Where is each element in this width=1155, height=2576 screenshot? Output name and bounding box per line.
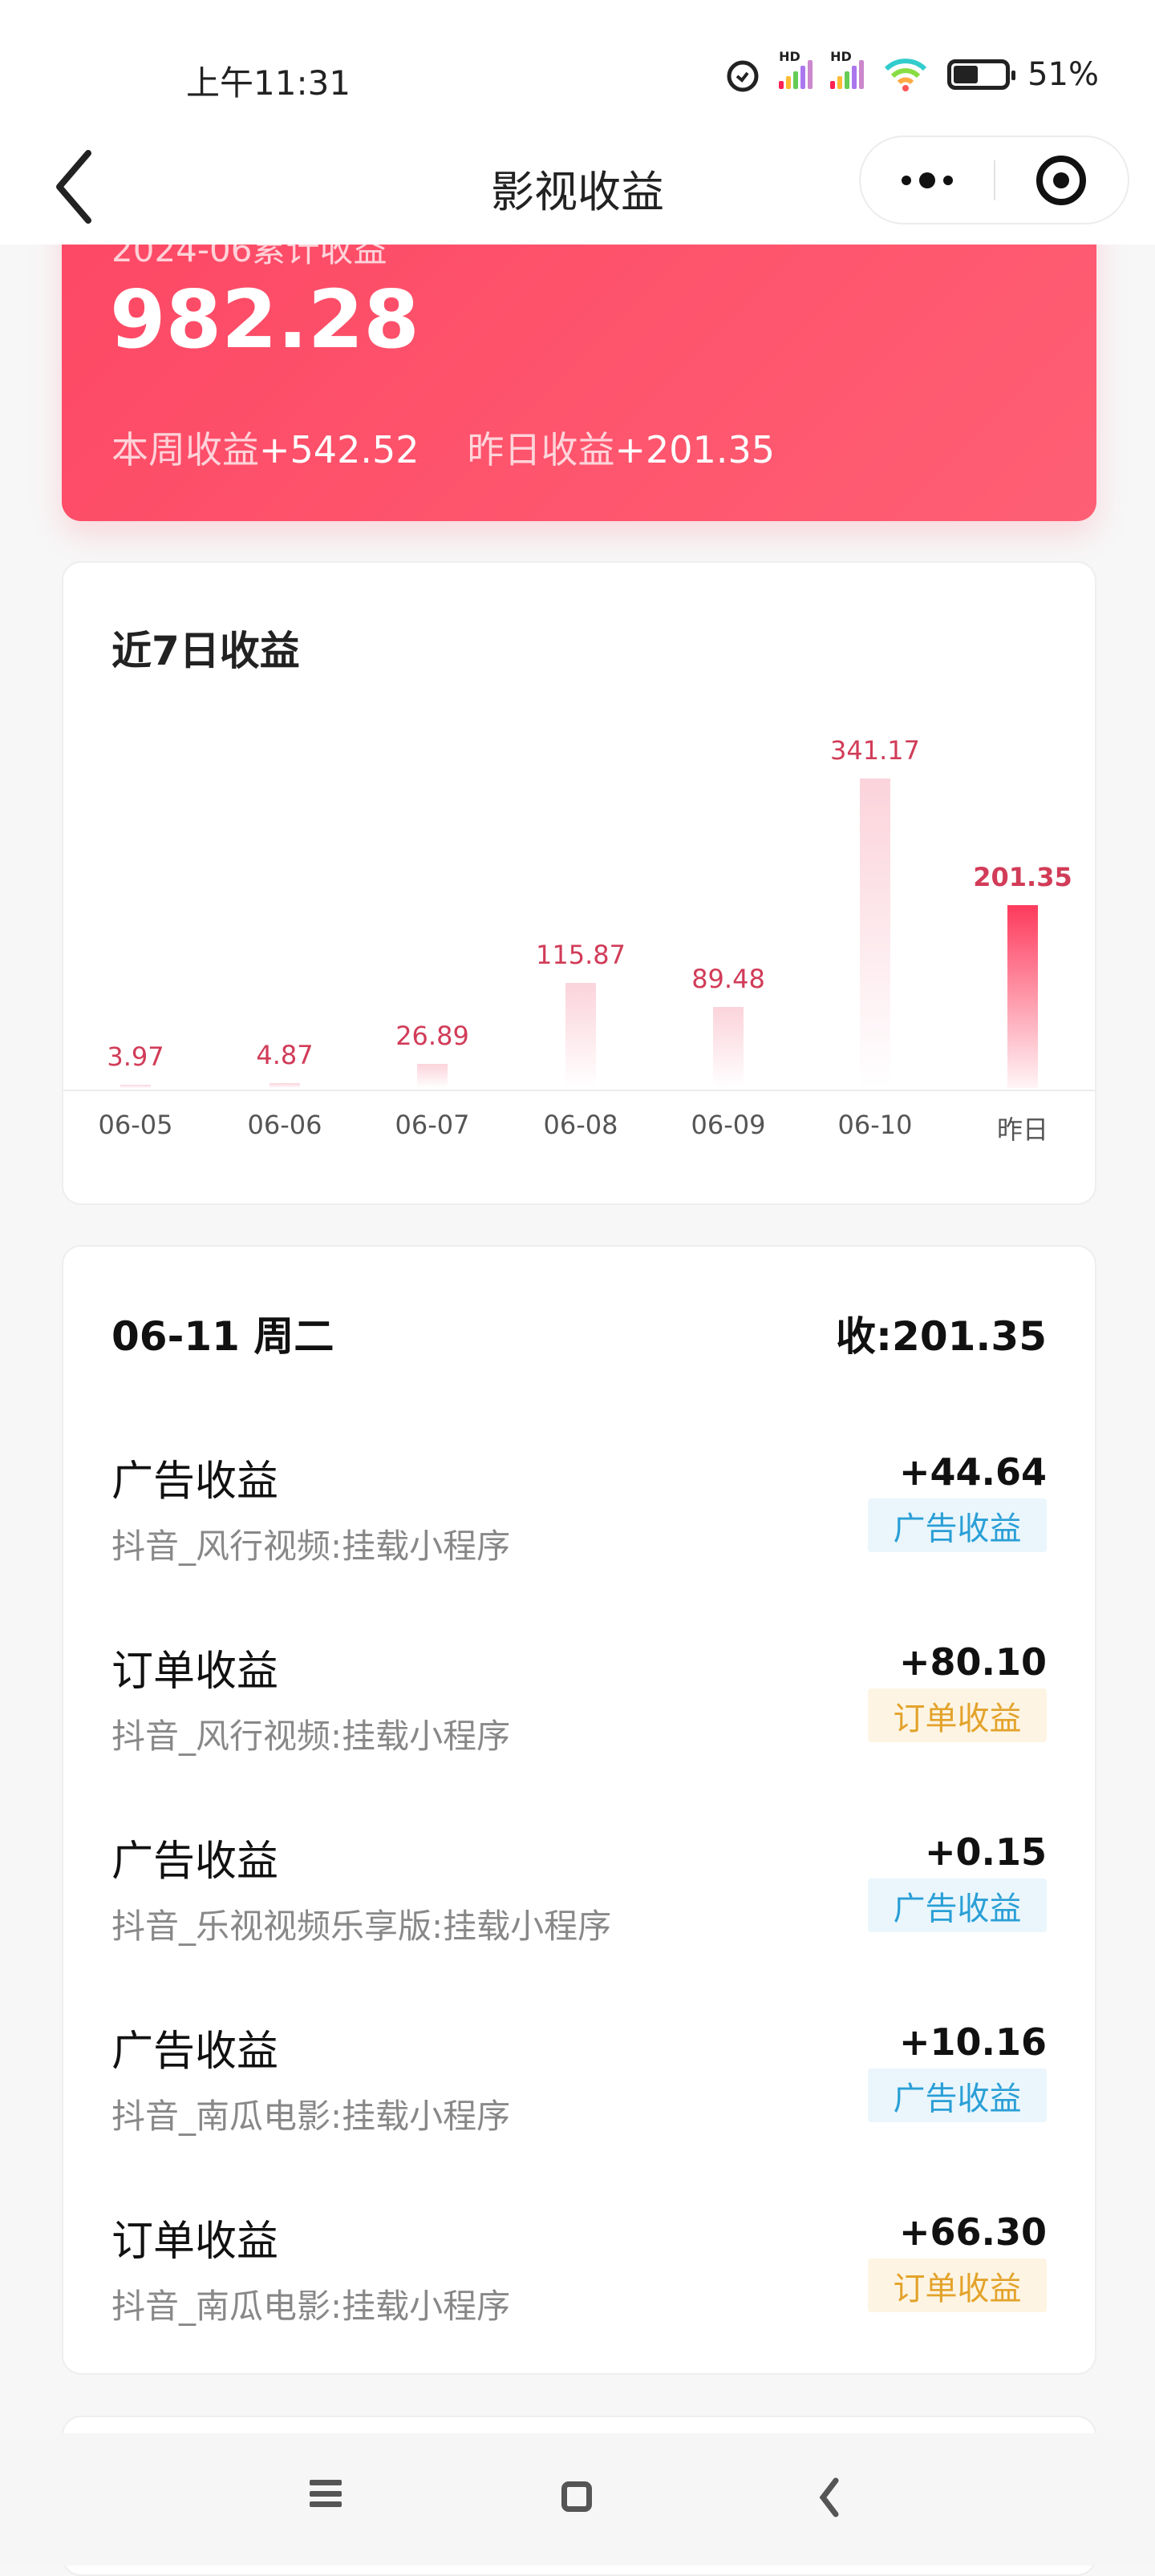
earning-item[interactable]: 订单收益 +80.10 抖音_风行视频:挂载小程序 订单收益 xyxy=(111,1637,1047,1798)
chart-bar xyxy=(565,982,596,1088)
item-amount: +0.15 xyxy=(924,1830,1047,1874)
signal-icon-2: HD xyxy=(830,49,865,89)
bar-value-label: 4.87 xyxy=(256,1040,314,1071)
item-tag-badge: 广告收益 xyxy=(868,1498,1047,1552)
item-amount: +10.16 xyxy=(898,2020,1047,2064)
detail-date: 06-11 周二 xyxy=(111,1313,334,1360)
battery-icon xyxy=(947,59,1016,90)
home-icon[interactable] xyxy=(561,2481,592,2512)
item-title: 订单收益 xyxy=(111,1648,279,1696)
alarm-icon xyxy=(727,60,759,92)
summary-total: 982.28 xyxy=(110,273,419,366)
item-amount: +80.10 xyxy=(898,1640,1047,1684)
item-tag-badge: 订单收益 xyxy=(868,1688,1047,1742)
earning-item[interactable]: 广告收益 +0.15 抖音_乐视视频乐享版:挂载小程序 广告收益 xyxy=(111,1827,1047,1988)
item-source: 抖音_风行视频:挂载小程序 xyxy=(111,1527,511,1566)
bar-value-label: 115.87 xyxy=(536,939,626,970)
bar-value-label: 201.35 xyxy=(973,862,1072,893)
week-earnings: 本周收益+542.52 xyxy=(111,428,419,471)
x-axis-label: 06-10 xyxy=(837,1110,913,1140)
chart-bar xyxy=(860,778,890,1088)
x-axis-label: 06-08 xyxy=(543,1110,618,1140)
bar-value-label: 89.48 xyxy=(691,963,765,994)
x-axis-label: 06-09 xyxy=(691,1110,766,1140)
summary-sub: 本周收益+542.52 昨日收益+201.35 xyxy=(111,421,775,474)
yesterday-earnings: 昨日收益+201.35 xyxy=(467,428,776,471)
system-back-icon[interactable] xyxy=(817,2477,841,2517)
chart-bar xyxy=(270,1083,300,1088)
signal-icon-1: HD xyxy=(779,49,813,89)
item-source: 抖音_乐视视频乐享版:挂载小程序 xyxy=(111,1907,612,1946)
close-miniprogram-button[interactable] xyxy=(995,137,1129,223)
item-title: 广告收益 xyxy=(111,2028,279,2076)
bar-value-label: 341.17 xyxy=(830,735,920,766)
more-icon xyxy=(901,172,953,188)
chart-bar xyxy=(713,1006,744,1088)
chart-baseline xyxy=(63,1090,1095,1091)
item-amount: +44.64 xyxy=(898,1450,1047,1494)
chart-title: 近7日收益 xyxy=(111,628,300,674)
detail-total: 收:201.35 xyxy=(836,1313,1047,1360)
earning-item[interactable]: 订单收益 +66.30 抖音_南瓜电影:挂载小程序 订单收益 xyxy=(111,2207,1047,2368)
nav-bar: 影视收益 xyxy=(0,132,1155,245)
status-bar: 上午11:31 HD HD 51% xyxy=(0,0,1155,132)
item-amount: +66.30 xyxy=(898,2210,1047,2254)
system-nav-bar xyxy=(0,2433,1155,2566)
back-icon[interactable] xyxy=(50,147,98,227)
earning-item[interactable]: 广告收益 +44.64 抖音_风行视频:挂载小程序 广告收益 xyxy=(111,1447,1047,1607)
status-icons: HD HD 51% xyxy=(724,49,1099,93)
menu-icon[interactable] xyxy=(310,2480,342,2507)
battery-percent: 51% xyxy=(1027,56,1099,93)
item-title: 广告收益 xyxy=(111,1458,279,1506)
item-tag-badge: 订单收益 xyxy=(868,2259,1047,2312)
chart-bar xyxy=(1007,905,1038,1088)
capsule-divider xyxy=(993,160,995,200)
bar-value-label: 26.89 xyxy=(395,1020,469,1051)
target-icon xyxy=(1036,155,1087,205)
miniprogram-capsule xyxy=(859,135,1129,224)
item-tag-badge: 广告收益 xyxy=(868,2068,1047,2122)
item-title: 订单收益 xyxy=(111,2218,279,2266)
bar-value-label: 3.97 xyxy=(107,1041,164,1072)
x-axis-label: 06-07 xyxy=(395,1110,470,1140)
x-axis-label: 06-05 xyxy=(98,1110,173,1140)
item-title: 广告收益 xyxy=(111,1838,279,1886)
more-button[interactable] xyxy=(861,137,994,223)
chart-card: 近7日收益 3.97 06-05 4.87 06-06 26.89 06-07 115.87… xyxy=(62,561,1096,1205)
status-time: 上午11:31 xyxy=(186,63,351,103)
wifi-icon xyxy=(884,59,927,91)
item-tag-badge: 广告收益 xyxy=(868,1878,1047,1932)
item-source: 抖音_南瓜电影:挂载小程序 xyxy=(111,2097,511,2136)
chart-bar xyxy=(120,1084,151,1088)
item-source: 抖音_南瓜电影:挂载小程序 xyxy=(111,2287,511,2326)
item-source: 抖音_风行视频:挂载小程序 xyxy=(111,1717,511,1756)
chart-bar xyxy=(417,1063,448,1088)
page-title: 影视收益 xyxy=(491,167,664,217)
x-axis-label: 昨日 xyxy=(996,1114,1048,1145)
x-axis-label: 06-06 xyxy=(247,1110,322,1140)
earning-item[interactable]: 广告收益 +10.16 抖音_南瓜电影:挂载小程序 广告收益 xyxy=(111,2017,1047,2178)
detail-card: 06-11 周二 收:201.35 广告收益 +44.64 抖音_风行视频:挂载小程… xyxy=(62,1245,1096,2375)
